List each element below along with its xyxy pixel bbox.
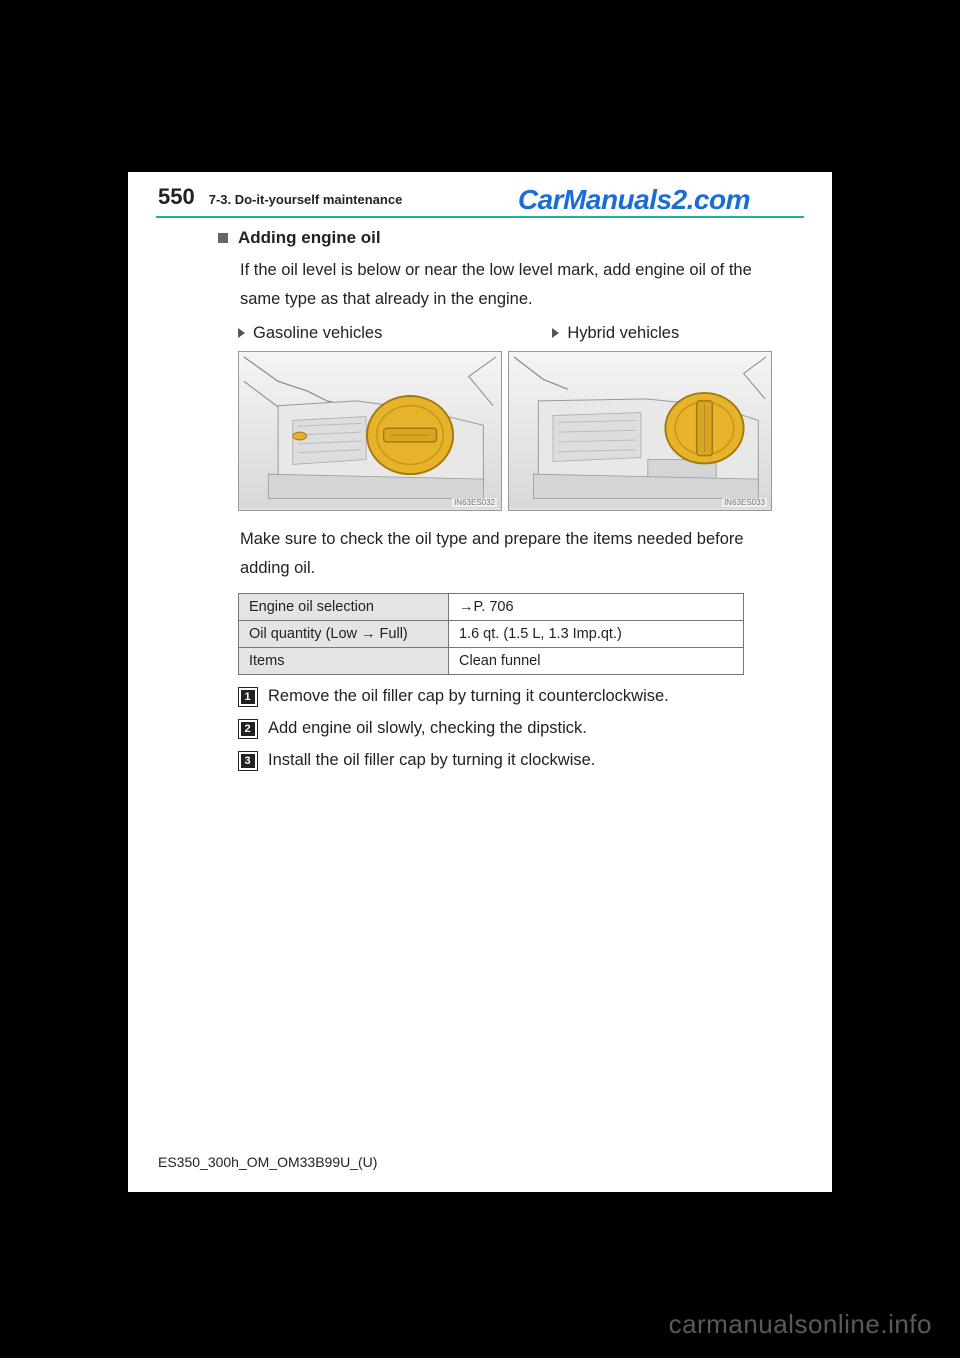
- engine-svg: [239, 352, 501, 508]
- oil-cap-icon: [665, 393, 743, 463]
- table-row: Engine oil selection →P. 706: [239, 593, 744, 620]
- step-text: Add engine oil slowly, checking the dips…: [268, 719, 587, 738]
- label-text: Hybrid vehicles: [567, 324, 679, 343]
- table-key: Items: [239, 647, 449, 674]
- page-number: 550: [158, 184, 195, 210]
- steps-list: 1 Remove the oil filler cap by turning i…: [238, 687, 772, 771]
- section-path: 7-3. Do-it-yourself maintenance: [209, 192, 403, 207]
- step-text: Remove the oil filler cap by turning it …: [268, 687, 669, 706]
- gasoline-label: Gasoline vehicles: [238, 324, 382, 343]
- step-item: 2 Add engine oil slowly, checking the di…: [238, 719, 772, 739]
- gasoline-engine-illustration: IN63ES032: [238, 351, 502, 511]
- content-area: Adding engine oil If the oil level is be…: [128, 228, 832, 771]
- engine-illustrations: IN63ES032: [238, 351, 772, 511]
- document-code: ES350_300h_OM_OM33B99U_(U): [158, 1154, 377, 1170]
- triangle-bullet-icon: [552, 328, 559, 338]
- hybrid-label: Hybrid vehicles: [552, 324, 679, 343]
- header-rule: [156, 216, 804, 218]
- note-paragraph: Make sure to check the oil type and prep…: [240, 525, 772, 583]
- watermark-top: CarManuals2.com: [518, 184, 750, 216]
- table-value: →P. 706: [449, 593, 744, 620]
- oil-cap-icon: [367, 396, 453, 474]
- triangle-bullet-icon: [238, 328, 245, 338]
- hybrid-engine-illustration: IN63ES033: [508, 351, 772, 511]
- step-item: 1 Remove the oil filler cap by turning i…: [238, 687, 772, 707]
- table-row: Items Clean funnel: [239, 647, 744, 674]
- manual-page: 550 7-3. Do-it-yourself maintenance CarM…: [128, 172, 832, 1192]
- spec-table: Engine oil selection →P. 706 Oil quantit…: [238, 593, 744, 675]
- step-number-badge: 1: [238, 687, 258, 707]
- watermark-bottom: carmanualsonline.info: [669, 1309, 932, 1340]
- subsection-title: Adding engine oil: [238, 228, 381, 248]
- step-text: Install the oil filler cap by turning it…: [268, 751, 595, 770]
- intro-paragraph: If the oil level is below or near the lo…: [240, 256, 772, 314]
- table-key: Engine oil selection: [239, 593, 449, 620]
- engine-svg: [509, 352, 771, 508]
- step-number-badge: 2: [238, 719, 258, 739]
- table-value: Clean funnel: [449, 647, 744, 674]
- table-value: 1.6 qt. (1.5 L, 1.3 Imp.qt.): [449, 620, 744, 647]
- image-code: IN63ES033: [722, 498, 767, 507]
- table-key: Oil quantity (Low → Full): [239, 620, 449, 647]
- step-item: 3 Install the oil filler cap by turning …: [238, 751, 772, 771]
- square-bullet-icon: [218, 233, 228, 243]
- subsection-heading: Adding engine oil: [218, 228, 772, 248]
- label-text: Gasoline vehicles: [253, 324, 382, 343]
- step-number-badge: 3: [238, 751, 258, 771]
- table-row: Oil quantity (Low → Full) 1.6 qt. (1.5 L…: [239, 620, 744, 647]
- image-code: IN63ES032: [452, 498, 497, 507]
- vehicle-type-labels: Gasoline vehicles Hybrid vehicles: [238, 324, 772, 343]
